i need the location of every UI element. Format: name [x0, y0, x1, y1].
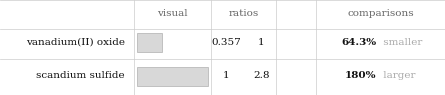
Text: 180%: 180% — [344, 72, 376, 80]
Text: scandium sulfide: scandium sulfide — [36, 72, 125, 80]
Text: 0.357: 0.357 — [211, 38, 241, 47]
Text: ratios: ratios — [229, 9, 259, 18]
Text: 64.3%: 64.3% — [341, 38, 376, 47]
Bar — [137, 66, 208, 86]
Text: smaller: smaller — [380, 38, 423, 47]
Text: 1: 1 — [222, 72, 229, 80]
Text: visual: visual — [158, 9, 188, 18]
Text: 2.8: 2.8 — [253, 72, 270, 80]
Bar — [137, 33, 162, 52]
Text: larger: larger — [380, 72, 416, 80]
Text: 1: 1 — [258, 38, 265, 47]
Text: vanadium(II) oxide: vanadium(II) oxide — [26, 38, 125, 47]
Text: comparisons: comparisons — [347, 9, 414, 18]
